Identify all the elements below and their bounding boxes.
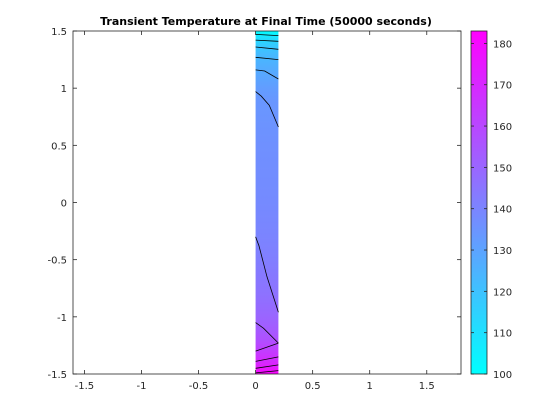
y-tick-label: 0 xyxy=(61,199,67,210)
x-tick-label: 0 xyxy=(252,381,258,392)
chart-title: Transient Temperature at Final Time (500… xyxy=(100,15,432,28)
contour-line xyxy=(255,356,279,362)
colorbar-tick-label: 120 xyxy=(493,287,512,298)
contour-line xyxy=(255,56,279,60)
y-tick-label: -1 xyxy=(57,313,67,324)
x-tick-label: 0.5 xyxy=(305,381,321,392)
colorbar-tick-label: 180 xyxy=(493,39,512,50)
contour-line xyxy=(255,69,279,80)
colorbar-tick-label: 160 xyxy=(493,122,512,133)
y-tick-label: -1.5 xyxy=(47,370,67,381)
contour-line xyxy=(255,91,279,128)
y-tick-label: 0.5 xyxy=(51,141,67,152)
x-tick-label: 1.5 xyxy=(419,381,435,392)
colorbar: 100 110 120 130 140 150 160 170 180 xyxy=(470,30,512,381)
contour-line xyxy=(255,342,279,352)
colorbar-tick-label: 110 xyxy=(493,329,512,340)
x-tick-label: -1.5 xyxy=(75,381,95,392)
colorbar-tick-label: 170 xyxy=(493,81,512,92)
colorbar-tick-label: 130 xyxy=(493,246,512,257)
temperature-field xyxy=(255,31,279,374)
x-tick-label: -0.5 xyxy=(189,381,209,392)
colorbar-tick-label: 100 xyxy=(493,370,512,381)
y-tick-label: 1.5 xyxy=(51,27,67,38)
colorbar-tick-label: 150 xyxy=(493,163,512,174)
x-tick-label: -1 xyxy=(136,381,146,392)
colorbar-ticks: 100 110 120 130 140 150 160 170 180 xyxy=(471,39,512,381)
contour-lines xyxy=(255,34,279,374)
colorbar-tick-label: 140 xyxy=(493,205,512,216)
contour-line xyxy=(255,34,279,36)
y-tick-label: 1 xyxy=(61,84,67,95)
contour-line xyxy=(255,236,279,313)
plot-axes-box xyxy=(72,30,462,375)
contour-line xyxy=(255,322,279,344)
contour-line xyxy=(255,370,279,374)
contour-line xyxy=(255,46,279,50)
colorbar-gradient xyxy=(470,30,488,375)
contour-line xyxy=(255,39,279,42)
x-tick-label: 1 xyxy=(367,381,373,392)
contour-line xyxy=(255,364,279,369)
x-axis-ticks: -1.5 -1 -0.5 0 0.5 1 1.5 xyxy=(75,31,435,392)
plot-area: -1.5 -1 -0.5 0 0.5 1 1.5 -1.5 -1 -0.5 0 0.5 1 1.5 xyxy=(47,27,462,392)
y-tick-label: -0.5 xyxy=(47,256,67,267)
